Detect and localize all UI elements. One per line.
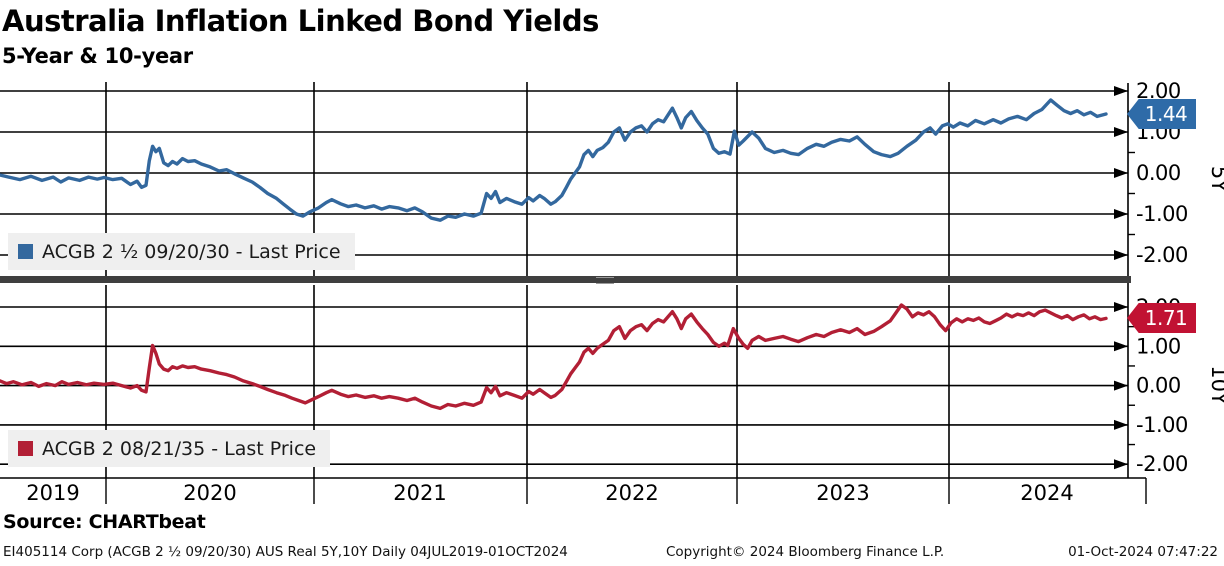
panel-divider-grip-icon[interactable] xyxy=(596,277,614,284)
x-tick-label: 2024 xyxy=(1020,481,1073,505)
copyright-text: Copyright© 2024 Bloomberg Finance L.P. xyxy=(666,544,945,560)
chart-canvas: 2.001.000.00-1.00-2.002.001.000.00-1.00-… xyxy=(0,79,1224,505)
axis-arrow-icon xyxy=(1114,341,1128,352)
legend-5y[interactable]: ACGB 2 ½ 09/20/30 - Last Price xyxy=(8,233,355,270)
y-tick-label: 0.00 xyxy=(1136,161,1181,185)
panel-label-5y: 5Y xyxy=(1207,166,1224,192)
x-tick-label: 2022 xyxy=(605,481,658,505)
axis-arrow-icon xyxy=(1114,380,1128,391)
y-tick-label: -2.00 xyxy=(1136,452,1188,476)
y-tick-label: -1.00 xyxy=(1136,202,1188,226)
axis-arrow-icon xyxy=(1114,459,1128,470)
y-tick-label: 1.00 xyxy=(1136,334,1181,358)
source-label: Source: CHARTbeat xyxy=(3,511,206,533)
axis-arrow-icon xyxy=(1114,302,1128,312)
axis-arrow-icon xyxy=(1114,127,1128,137)
last-price-flag-5y: 1.44 xyxy=(1127,99,1196,129)
legend-10y[interactable]: ACGB 2 08/21/35 - Last Price xyxy=(8,430,331,467)
x-tick-label: 2021 xyxy=(393,481,446,505)
series-line-5y xyxy=(0,98,1108,222)
security-id-line: EI405114 Corp (ACGB 2 ½ 09/20/30) AUS Re… xyxy=(3,544,568,560)
axis-arrow-icon xyxy=(1114,250,1128,260)
x-tick-label: 2020 xyxy=(183,481,236,505)
legend-10y-label: ACGB 2 08/21/35 - Last Price xyxy=(42,437,317,460)
axis-arrow-icon xyxy=(1114,209,1128,219)
series-swatch-icon xyxy=(18,244,33,259)
axis-arrow-icon xyxy=(1114,86,1128,96)
page-subtitle: 5-Year & 10-year xyxy=(2,44,193,68)
y-tick-label: -1.00 xyxy=(1136,413,1188,437)
page-title: Australia Inflation Linked Bond Yields xyxy=(2,4,599,38)
last-price-flag-10y: 1.71 xyxy=(1127,303,1196,333)
axis-arrow-icon xyxy=(1114,168,1128,178)
panel-divider xyxy=(0,276,1131,284)
series-line-10y xyxy=(0,303,1108,411)
y-tick-label: 0.00 xyxy=(1136,374,1181,398)
axis-arrow-icon xyxy=(1114,419,1128,430)
legend-5y-label: ACGB 2 ½ 09/20/30 - Last Price xyxy=(42,240,341,263)
series-swatch-icon xyxy=(18,441,33,456)
panel-label-10y: 10Y xyxy=(1207,365,1224,405)
x-tick-label: 2023 xyxy=(816,481,869,505)
chart-area: 2.001.000.00-1.00-2.002.001.000.00-1.00-… xyxy=(0,75,1224,510)
x-tick-label: 2019 xyxy=(26,481,79,505)
y-tick-label: -2.00 xyxy=(1136,243,1188,267)
timestamp-text: 01-Oct-2024 07:47:22 xyxy=(1068,544,1218,560)
